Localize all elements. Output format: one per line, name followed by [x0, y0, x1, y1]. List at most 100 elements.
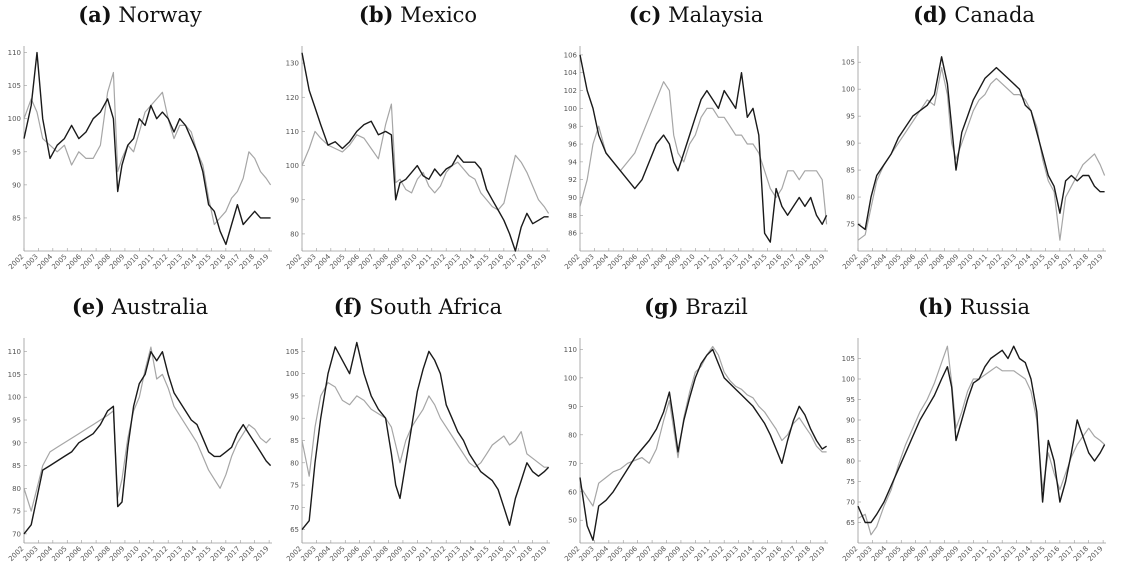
y-tick-label: 120	[286, 94, 299, 102]
x-tick-label: 2013	[444, 253, 462, 271]
x-tick-label: 2003	[578, 253, 596, 271]
x-tick-label: 2004	[592, 252, 611, 271]
x-tick-label: 2009	[108, 545, 126, 563]
x-tick-label: 2019	[808, 253, 826, 271]
y-tick-label: 90	[846, 417, 855, 425]
x-tick-label: 2010	[678, 253, 696, 271]
x-tick-label: 2011	[415, 253, 433, 271]
y-tick-label: 104	[564, 69, 578, 77]
x-tick-label: 2008	[928, 253, 946, 271]
panel-letter: (d)	[913, 2, 948, 27]
x-tick-label: 2018	[516, 253, 534, 271]
x-tick-label: 2004	[314, 252, 333, 271]
series-line-1	[857, 345, 1106, 524]
y-tick-label: 80	[12, 485, 21, 493]
y-tick-label: 75	[846, 478, 855, 486]
y-tick-label: 100	[564, 374, 577, 382]
x-tick-label: 2010	[400, 545, 418, 563]
x-tick-label: 2019	[252, 253, 270, 271]
y-tick-label: 100	[842, 376, 855, 384]
y-tick-label: 130	[286, 60, 299, 68]
y-tick-label: 94	[568, 158, 577, 166]
panel-country: Mexico	[400, 3, 478, 27]
x-tick-label: 2008	[650, 253, 668, 271]
y-tick-label: 90	[568, 403, 577, 411]
x-tick-label: 2007	[357, 545, 375, 563]
x-tick-label: 2017	[779, 253, 797, 271]
y-tick-label: 50	[568, 517, 577, 525]
line-chart-svg: 8590951001051102002200320042005200620072…	[7, 46, 272, 271]
x-tick-label: 2005	[328, 253, 346, 271]
y-tick-label: 90	[12, 439, 21, 447]
panel-letter: (c)	[628, 2, 662, 27]
y-tick-label: 92	[568, 176, 577, 184]
x-tick-label: 2005	[884, 545, 902, 563]
panel-letter: (e)	[71, 294, 106, 319]
x-tick-label: 2015	[473, 253, 491, 271]
x-tick-label: 2016	[1043, 252, 1062, 271]
chart-title: (c) Malaysia	[560, 2, 832, 32]
x-tick-label: 2009	[386, 545, 404, 563]
x-tick-label: 2018	[794, 545, 812, 563]
x-tick-label: 2013	[1000, 545, 1018, 563]
y-tick-label: 86	[568, 230, 577, 238]
line-chart-svg: 7075808590951001051102002200320042005200…	[7, 338, 272, 563]
x-tick-label: 2006	[899, 252, 918, 271]
x-tick-label: 2019	[530, 253, 548, 271]
x-tick-label: 2005	[50, 253, 68, 271]
series-line-2	[579, 345, 827, 507]
y-tick-label: 60	[568, 488, 577, 496]
series-line-1	[23, 51, 271, 246]
series-line-2	[301, 103, 550, 214]
line-chart-svg: 75 80 85 90 95 100 105 200220032004200520062007…	[841, 46, 1106, 271]
x-tick-label: 2004	[36, 252, 55, 271]
x-tick-label: 2010	[400, 253, 418, 271]
x-tick-label: 2004	[36, 544, 55, 563]
x-tick-label: 2014	[180, 252, 199, 271]
y-tick-label: 110	[8, 348, 21, 356]
x-tick-label: 2008	[650, 545, 668, 563]
x-tick-label: 2009	[942, 253, 960, 271]
x-tick-label: 2011	[971, 545, 989, 563]
x-tick-label: 2003	[22, 545, 40, 563]
panel-country: Canada	[954, 3, 1035, 27]
x-tick-label: 2007	[79, 545, 97, 563]
x-tick-label: 2019	[1086, 253, 1104, 271]
x-tick-label: 2008	[94, 545, 112, 563]
y-tick-label: 85	[12, 214, 21, 222]
x-tick-label: 2016	[209, 544, 228, 563]
x-tick-label: 2003	[856, 253, 874, 271]
x-tick-label: 2015	[1029, 545, 1047, 563]
x-tick-label: 2011	[137, 253, 155, 271]
x-tick-label: 2010	[678, 545, 696, 563]
x-tick-label: 2006	[65, 252, 84, 271]
y-tick-label: 105	[8, 82, 21, 90]
x-tick-label: 2013	[722, 253, 740, 271]
x-tick-label: 2016	[487, 252, 506, 271]
series-line-2	[23, 346, 272, 512]
y-tick-label: 102	[564, 87, 577, 95]
x-tick-label: 2006	[899, 544, 918, 563]
x-tick-label: 2013	[444, 545, 462, 563]
x-tick-label: 2003	[300, 545, 318, 563]
chart-title: (h) Russia	[838, 294, 1110, 324]
chart-title: (f) South Africa	[282, 294, 554, 324]
x-tick-label: 2017	[223, 545, 241, 563]
series-line-2	[857, 345, 1106, 536]
series-line-2	[857, 67, 1106, 241]
panel-letter: (b)	[358, 2, 394, 27]
y-tick-label: 90	[290, 415, 299, 423]
x-tick-label: 2013	[166, 545, 184, 563]
x-tick-label: 2012	[707, 545, 725, 563]
x-tick-label: 2008	[372, 253, 390, 271]
x-tick-label: 2013	[722, 545, 740, 563]
x-tick-label: 2011	[971, 253, 989, 271]
x-tick-label: 2009	[942, 545, 960, 563]
x-tick-label: 2015	[195, 253, 213, 271]
x-tick-label: 2015	[751, 545, 769, 563]
chart-title: (b) Mexico	[282, 2, 554, 32]
x-tick-label: 2002	[563, 253, 581, 271]
y-tick-label: 80	[568, 431, 577, 439]
x-tick-label: 2015	[1029, 253, 1047, 271]
y-tick-label: 105	[842, 355, 855, 363]
